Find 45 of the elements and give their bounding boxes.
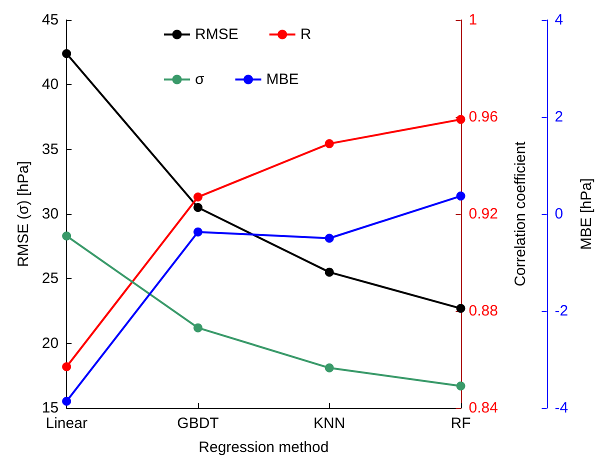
point <box>456 382 466 391</box>
point <box>193 323 202 332</box>
y-tick-label: 45 <box>42 12 59 28</box>
legend-label: MBE <box>266 71 299 88</box>
y-tick-label: 35 <box>42 140 59 158</box>
x-tick-label: Linear <box>46 415 88 432</box>
legend-label: R <box>300 26 312 43</box>
x-tick-label: KNN <box>314 415 346 432</box>
y-axis-title: RMSE (σ) [hPa] <box>15 161 32 267</box>
y2-tick-label: 0.88 <box>468 302 498 320</box>
x-tick-label: RF <box>450 415 471 432</box>
point <box>324 268 334 277</box>
y-tick-label: 25 <box>42 270 59 288</box>
y3-tick-label: 4 <box>554 12 564 28</box>
y2-tick-label: 1 <box>468 12 478 28</box>
legend-label: RMSE <box>195 26 238 43</box>
point <box>456 192 466 201</box>
y3-tick-label: -2 <box>554 302 568 320</box>
y-tick-label: 15 <box>42 400 59 416</box>
point <box>456 304 466 313</box>
point <box>324 139 334 148</box>
point <box>324 363 334 372</box>
y3-axis-title: MBE [hPa] <box>578 178 595 250</box>
y3-tick-label: 2 <box>554 108 564 126</box>
y-tick-label: 20 <box>42 334 59 352</box>
y2-tick-label: 0.96 <box>468 108 498 126</box>
point <box>193 203 202 212</box>
y3-tick-label: 0 <box>554 206 564 222</box>
point <box>62 396 72 406</box>
point <box>456 114 466 124</box>
y-tick-label: 30 <box>42 206 59 222</box>
x-axis-title: Regression method <box>198 439 329 456</box>
point <box>62 49 72 58</box>
point <box>62 362 72 372</box>
point <box>62 231 72 240</box>
y2-tick-label: 0.92 <box>468 206 498 222</box>
x-tick-label: GBDT <box>177 415 219 432</box>
point <box>193 192 202 202</box>
y2-axis-title: Correlation coefficient <box>512 140 529 286</box>
point <box>324 234 334 243</box>
legend-label: σ <box>195 71 205 88</box>
y2-tick-label: 0.84 <box>468 400 498 416</box>
y-tick-label: 40 <box>42 76 59 94</box>
y3-tick-label: -4 <box>554 400 568 416</box>
point <box>193 227 202 236</box>
